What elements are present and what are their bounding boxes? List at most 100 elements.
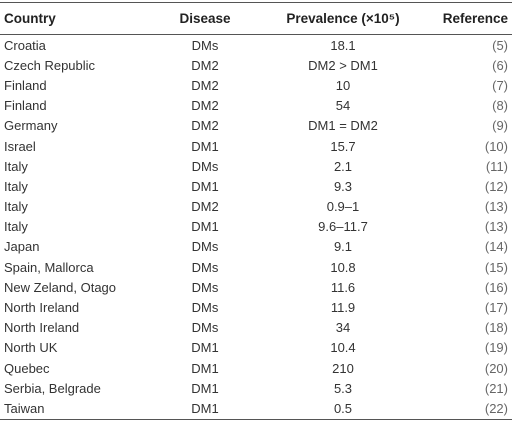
- table-cell: 11.9: [330, 300, 356, 316]
- table-cell: DM1: [191, 178, 219, 194]
- table-row: North UK DM1 10.4 (19): [0, 338, 512, 358]
- table-cell: DM2 > DM1: [308, 57, 378, 73]
- table-cell: 5.3: [333, 380, 353, 396]
- table-body: Croatia DMs 18.1 (5) Czech Republic DM2 DM2 > …: [0, 35, 512, 420]
- table-cell: (9): [492, 118, 508, 134]
- table-cell: (10): [484, 138, 508, 154]
- table-cell: DMs: [191, 320, 219, 336]
- table-cell: Italy: [4, 219, 28, 235]
- table-cell: 15.7: [330, 138, 356, 154]
- table-cell: (19): [484, 340, 508, 356]
- table-cell: (7): [492, 77, 508, 93]
- table-cell: DM2: [191, 77, 219, 93]
- table-cell: 0.5: [333, 400, 353, 416]
- table-row: North Ireland DMs 34 (18): [0, 318, 512, 338]
- table-cell: Japan: [4, 239, 40, 255]
- table-cell: DM1: [191, 219, 219, 235]
- column-header: Reference: [436, 2, 512, 35]
- table-cell: Taiwan: [4, 400, 45, 416]
- table-row: Quebec DM1 210 (20): [0, 358, 512, 378]
- table-cell: New Zeland, Otago: [4, 279, 117, 295]
- table-cell: 18.1: [330, 37, 356, 53]
- table-row: Italy DM1 9.6–11.7 (13): [0, 217, 512, 237]
- table-cell: Israel: [4, 138, 36, 154]
- table-cell: 0.9–1: [326, 199, 360, 215]
- table-cell: DMs: [191, 37, 219, 53]
- table-cell: DM1: [191, 360, 219, 376]
- table-row: Finland DM2 54 (8): [0, 96, 512, 116]
- column-header: Prevalence (×10⁵): [250, 2, 436, 35]
- table-row: New Zeland, Otago DMs 11.6 (16): [0, 277, 512, 297]
- table-cell: (20): [484, 360, 508, 376]
- table-cell: (11): [485, 158, 508, 174]
- table-cell: 54: [335, 98, 351, 114]
- table-row: Czech Republic DM2 DM2 > DM1 (6): [0, 55, 512, 75]
- table-cell: Germany: [4, 118, 58, 134]
- table-cell: Czech Republic: [4, 57, 96, 73]
- table-cell: DM1: [191, 380, 219, 396]
- table-row: Italy DMs 2.1 (11): [0, 156, 512, 176]
- column-header: Disease: [160, 2, 250, 35]
- table-cell: (21): [484, 380, 508, 396]
- table-cell: 10.4: [330, 340, 356, 356]
- table-cell: (6): [492, 57, 508, 73]
- table-cell: (18): [484, 320, 508, 336]
- header-row: Country Disease Prevalence (×10⁵) Reference: [0, 2, 512, 35]
- table-cell: Croatia: [4, 37, 46, 53]
- table-row: Israel DM1 15.7 (10): [0, 136, 512, 156]
- table-cell: 9.3: [333, 178, 353, 194]
- table-cell: (22): [484, 400, 508, 416]
- table-cell: Italy: [4, 158, 28, 174]
- table-cell: 9.1: [333, 239, 353, 255]
- table-cell: DMs: [191, 279, 219, 295]
- table-cell: Italy: [4, 199, 28, 215]
- table-cell: DM1: [191, 400, 219, 416]
- table-cell: 2.1: [333, 158, 353, 174]
- table-cell: 10: [335, 77, 351, 93]
- table-cell: DM2: [191, 199, 219, 215]
- table-cell: DMs: [191, 300, 219, 316]
- table-cell: DM2: [191, 98, 219, 114]
- table-cell: 11.6: [330, 279, 356, 295]
- table-cell: 34: [335, 320, 351, 336]
- table-row: North Ireland DMs 11.9 (17): [0, 297, 512, 317]
- table-cell: 10.8: [330, 259, 356, 275]
- table-row: Italy DM1 9.3 (12): [0, 176, 512, 196]
- table-cell: North UK: [4, 340, 58, 356]
- table-cell: (14): [484, 239, 508, 255]
- table-row: Germany DM2 DM1 = DM2 (9): [0, 116, 512, 136]
- column-header: Country: [0, 2, 160, 35]
- table-cell: DMs: [191, 158, 219, 174]
- table-row: Taiwan DM1 0.5 (22): [0, 398, 512, 419]
- table-cell: 9.6–11.7: [318, 219, 368, 235]
- table-cell: (8): [492, 98, 508, 114]
- table-cell: 210: [332, 360, 354, 376]
- table-cell: Finland: [4, 77, 47, 93]
- table-row: Italy DM2 0.9–1 (13): [0, 197, 512, 217]
- table-cell: Quebec: [4, 360, 50, 376]
- table-cell: DM1: [191, 138, 219, 154]
- table-cell: Italy: [4, 178, 28, 194]
- table-cell: DM1 = DM2: [308, 118, 378, 134]
- table-cell: (12): [484, 178, 508, 194]
- table-cell: Serbia, Belgrade: [4, 380, 101, 396]
- table-cell: Spain, Mallorca: [4, 259, 94, 275]
- table-header: Country Disease Prevalence (×10⁵) Reference: [0, 2, 512, 35]
- table-row: Serbia, Belgrade DM1 5.3 (21): [0, 378, 512, 398]
- table-cell: (13): [484, 199, 508, 215]
- table-cell: North Ireland: [4, 300, 80, 316]
- table-row: Japan DMs 9.1 (14): [0, 237, 512, 257]
- table-cell: North Ireland: [4, 320, 80, 336]
- table-cell: DM1: [191, 340, 219, 356]
- table-row: Spain, Mallorca DMs 10.8 (15): [0, 257, 512, 277]
- table-cell: DM2: [191, 118, 219, 134]
- table-cell: (13): [484, 219, 508, 235]
- table-row: Croatia DMs 18.1 (5): [0, 35, 512, 56]
- table-cell: DMs: [191, 239, 219, 255]
- table-cell: (5): [492, 37, 508, 53]
- table-cell: DMs: [191, 259, 219, 275]
- table-cell: DM2: [191, 57, 219, 73]
- table-cell: Finland: [4, 98, 47, 114]
